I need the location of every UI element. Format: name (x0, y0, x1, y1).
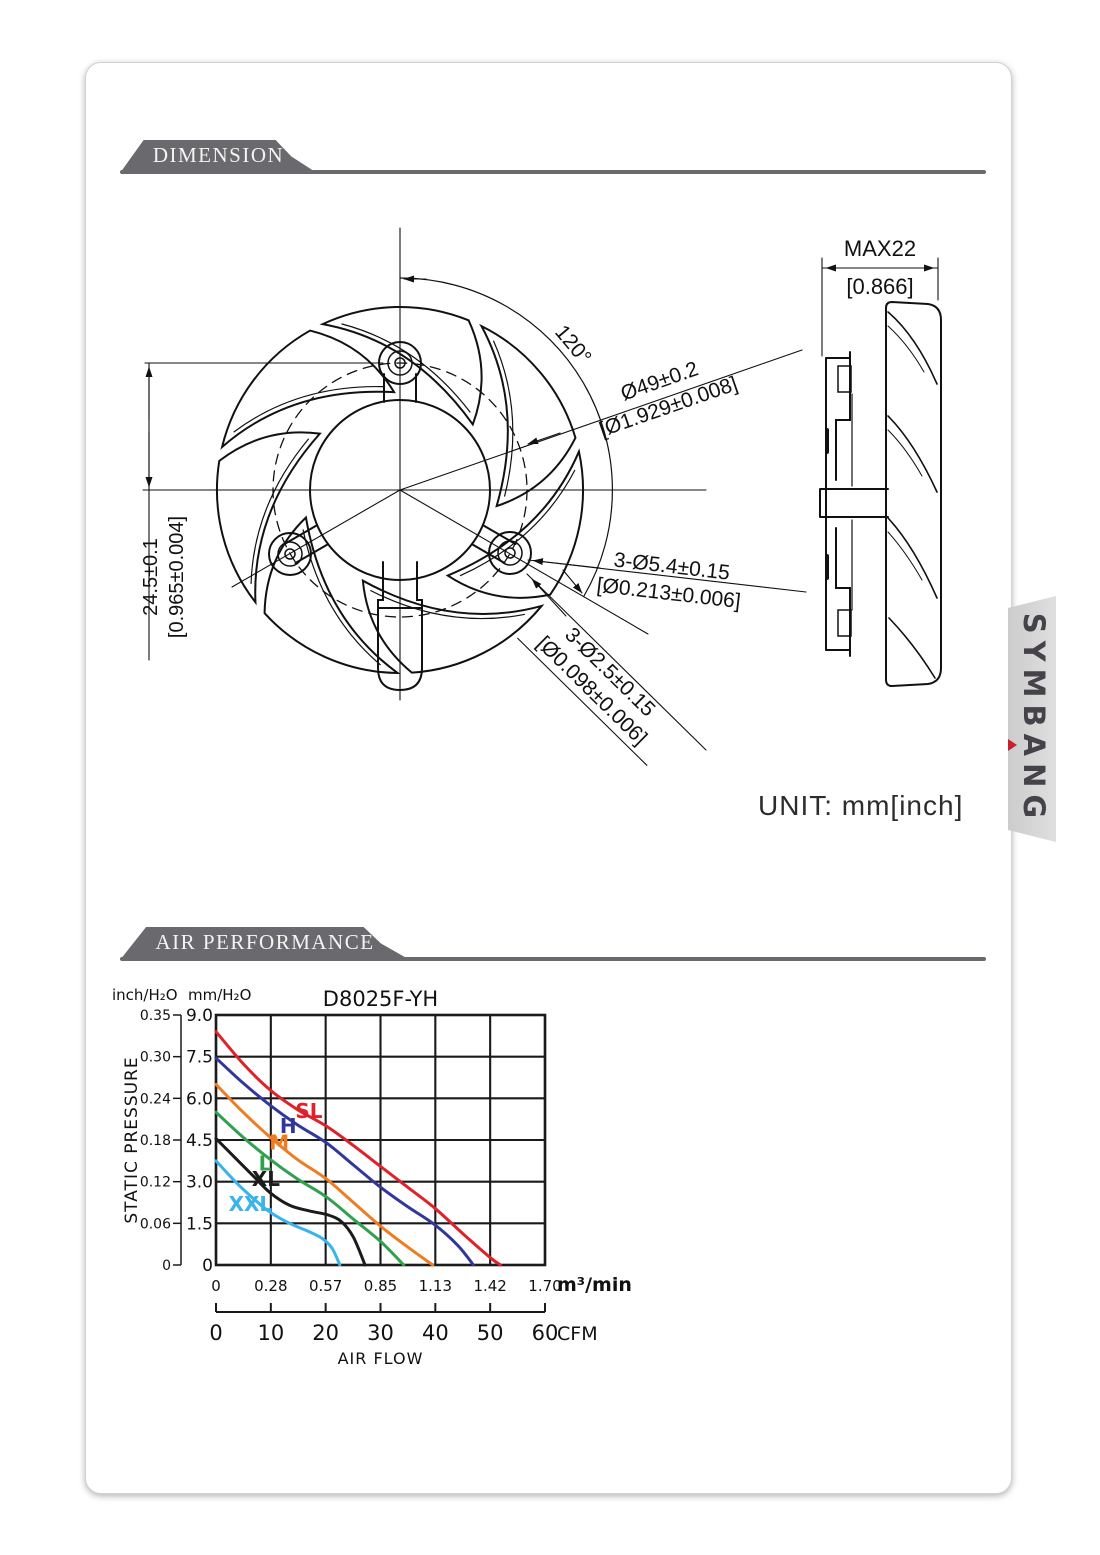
brand-logo: SYMB A NG (1008, 599, 1056, 839)
ytick-inch: 0.18 (140, 1133, 171, 1149)
brand-part3: NG (1017, 763, 1051, 826)
thickness-inch: [0.866] (846, 274, 913, 299)
xtick-m3min: 0 (211, 1277, 221, 1295)
brand-tab (1008, 596, 1056, 842)
angle-arc-120 (399, 277, 613, 597)
xtick-m3min: 1.13 (419, 1277, 452, 1295)
ytick-mm: 3.0 (186, 1173, 213, 1193)
side-dimension (821, 257, 939, 357)
ytick-mm: 4.5 (186, 1131, 213, 1151)
curve-SL (214, 1030, 502, 1267)
xtick-cfm: 60 (532, 1321, 559, 1345)
brand-accent-triangle-icon (1008, 739, 1017, 752)
xtick-cfm: 0 (209, 1321, 222, 1345)
xtick-cfm: 40 (422, 1321, 449, 1345)
ytick-mm: 1.5 (186, 1214, 213, 1234)
y-axis-title: STATIC PRESSURE (122, 1056, 142, 1223)
xtick-cfm: 20 (312, 1321, 339, 1345)
curve-M (214, 1082, 435, 1267)
curve-label-XL: XL (252, 1167, 280, 1191)
unit-note: UNIT: mm[inch] (758, 790, 964, 821)
thickness-metric: MAX22 (844, 236, 916, 261)
ytick-inch: 0.12 (140, 1175, 171, 1191)
y-unit-mm: mm/H₂O (188, 986, 251, 1004)
side-blade-lines (887, 311, 938, 679)
side-bracket (819, 351, 889, 657)
bolt-circle-dashed (272, 362, 528, 618)
dimension-header-title: DIMENSION (152, 143, 285, 167)
ytick-inch: 0 (162, 1258, 171, 1274)
ytick-mm: 9.0 (186, 1006, 213, 1026)
air-performance-header-tab: AIR PERFORMANCE (120, 927, 410, 960)
curve-XXL (214, 1159, 342, 1267)
ytick-inch: 0.30 (140, 1050, 171, 1066)
ytick-inch: 0.06 (140, 1216, 171, 1232)
air-performance-header-title: AIR PERFORMANCE (155, 930, 375, 954)
center-height-metric: 24.5±0.1 (140, 538, 162, 616)
hub-circle (309, 399, 491, 581)
curve-label-H: H (280, 1114, 297, 1138)
curve-XL (214, 1137, 367, 1267)
curve-label-SL: SL (295, 1099, 322, 1123)
dimension-header-tab: DIMENSION (120, 140, 317, 173)
brand-letter-a: A (1008, 734, 1051, 763)
side-blade-ring (885, 300, 942, 688)
chart-title: D8025F-YH (323, 987, 438, 1011)
curve-H (214, 1056, 475, 1267)
xtick-cfm: 30 (367, 1321, 394, 1345)
x-unit-cfm: CFM (557, 1323, 598, 1345)
dimension-lines (144, 275, 807, 751)
ytick-mm: 6.0 (186, 1089, 213, 1109)
fan-front-view (142, 227, 807, 751)
air-performance-header-rule (120, 957, 986, 961)
xtick-m3min: 0.85 (364, 1277, 397, 1295)
ytick-inch: 0.24 (140, 1091, 171, 1107)
x-unit-m3min: m³/min (557, 1274, 632, 1296)
x-axis-title: AIR FLOW (338, 1349, 424, 1368)
dimension-header-rule (120, 170, 986, 174)
curve-label-XXL: XXL (229, 1192, 273, 1216)
page-card (85, 62, 1012, 1494)
center-height-inch: [0.965±0.004] (166, 516, 188, 638)
fan-side-view (819, 257, 942, 688)
ytick-mm: 0 (202, 1256, 213, 1276)
xtick-m3min: 1.42 (473, 1277, 506, 1295)
dimension-section-header: DIMENSION (120, 140, 986, 176)
xtick-m3min: 0.28 (254, 1277, 287, 1295)
brand-part1: SYMB (1017, 612, 1051, 734)
xtick-m3min: 1.70 (528, 1277, 561, 1295)
curve-L (214, 1110, 406, 1267)
curve-label-M: M (269, 1131, 289, 1155)
curve-label-L: L (259, 1152, 272, 1176)
xtick-cfm: 50 (477, 1321, 504, 1345)
ytick-inch: 0.35 (140, 1008, 171, 1024)
hub-tail (377, 561, 423, 692)
xtick-m3min: 0.57 (309, 1277, 342, 1295)
air-performance-section-header: AIR PERFORMANCE (120, 927, 986, 963)
xtick-cfm: 10 (257, 1321, 284, 1345)
y-unit-inch: inch/H₂O (112, 986, 178, 1004)
ytick-mm: 7.5 (186, 1048, 213, 1068)
